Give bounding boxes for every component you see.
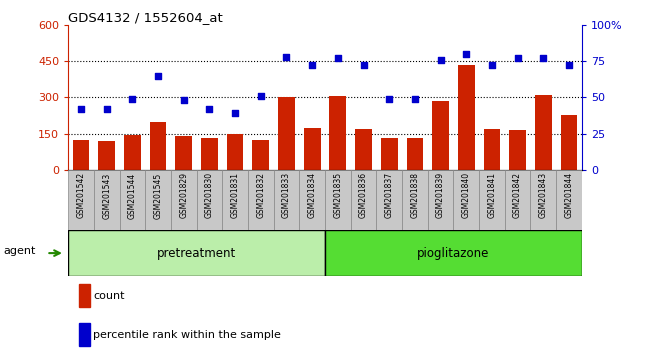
Point <box>333 55 343 61</box>
Text: GSM201839: GSM201839 <box>436 172 445 218</box>
Bar <box>484 129 501 170</box>
Point <box>307 63 317 68</box>
Point <box>230 110 240 116</box>
Text: pretreatment: pretreatment <box>157 247 236 259</box>
Point <box>384 96 395 102</box>
Text: GSM201841: GSM201841 <box>488 172 497 218</box>
Bar <box>222 170 248 230</box>
Point <box>538 55 549 61</box>
Bar <box>79 323 90 346</box>
Point <box>487 63 497 68</box>
Bar <box>530 170 556 230</box>
Bar <box>274 170 299 230</box>
Point <box>358 63 369 68</box>
Bar <box>330 96 346 170</box>
Text: GSM201833: GSM201833 <box>282 172 291 218</box>
Bar <box>278 97 295 170</box>
Point <box>153 73 163 78</box>
Text: GSM201843: GSM201843 <box>539 172 548 218</box>
Text: GSM201844: GSM201844 <box>564 172 573 218</box>
Point <box>179 97 189 103</box>
Point <box>410 96 420 102</box>
Text: GSM201544: GSM201544 <box>128 172 137 218</box>
Text: GSM201834: GSM201834 <box>307 172 317 218</box>
Bar <box>505 170 530 230</box>
Text: GSM201829: GSM201829 <box>179 172 188 218</box>
Bar <box>560 115 577 170</box>
Text: GSM201835: GSM201835 <box>333 172 343 218</box>
Text: count: count <box>93 291 124 301</box>
Point <box>76 106 86 112</box>
Text: GSM201832: GSM201832 <box>256 172 265 218</box>
Point <box>127 96 138 102</box>
Text: agent: agent <box>3 246 36 256</box>
Bar <box>406 138 423 170</box>
Bar <box>355 129 372 170</box>
Bar <box>428 170 454 230</box>
Bar <box>252 140 269 170</box>
Point <box>461 51 471 57</box>
Bar <box>454 170 479 230</box>
Text: GSM201837: GSM201837 <box>385 172 394 218</box>
Bar <box>376 170 402 230</box>
Bar <box>94 170 120 230</box>
Bar <box>68 230 325 276</box>
Text: GSM201838: GSM201838 <box>410 172 419 218</box>
Point <box>512 55 523 61</box>
Bar <box>146 170 171 230</box>
Bar <box>227 133 244 170</box>
Point <box>101 106 112 112</box>
Bar <box>304 127 320 170</box>
Text: GSM201543: GSM201543 <box>102 172 111 218</box>
Text: GSM201840: GSM201840 <box>462 172 471 218</box>
Bar <box>479 170 505 230</box>
Bar <box>120 170 146 230</box>
Text: GSM201842: GSM201842 <box>513 172 522 218</box>
Text: GDS4132 / 1552604_at: GDS4132 / 1552604_at <box>68 11 223 24</box>
Text: GSM201830: GSM201830 <box>205 172 214 218</box>
Bar <box>325 170 351 230</box>
Bar <box>351 170 376 230</box>
Text: GSM201831: GSM201831 <box>231 172 240 218</box>
Bar <box>381 138 398 170</box>
Bar <box>176 136 192 170</box>
Bar <box>201 138 218 170</box>
Point <box>564 63 574 68</box>
Bar <box>432 101 449 170</box>
Bar <box>535 95 552 170</box>
Bar <box>124 135 141 170</box>
Bar <box>68 170 94 230</box>
Point <box>281 54 292 59</box>
Bar <box>248 170 274 230</box>
Bar <box>79 284 90 307</box>
Bar <box>73 140 90 170</box>
Bar <box>325 230 582 276</box>
Point <box>436 57 446 62</box>
Bar <box>509 130 526 170</box>
Bar <box>556 170 582 230</box>
Text: GSM201836: GSM201836 <box>359 172 368 218</box>
Text: pioglitazone: pioglitazone <box>417 247 489 259</box>
Bar <box>300 170 325 230</box>
Bar <box>150 121 166 170</box>
Bar <box>196 170 222 230</box>
Bar <box>171 170 196 230</box>
Text: GSM201545: GSM201545 <box>153 172 162 218</box>
Text: GSM201542: GSM201542 <box>77 172 86 218</box>
Point <box>255 93 266 99</box>
Bar <box>402 170 428 230</box>
Bar <box>98 141 115 170</box>
Text: percentile rank within the sample: percentile rank within the sample <box>93 330 281 339</box>
Point <box>204 106 214 112</box>
Bar <box>458 65 474 170</box>
